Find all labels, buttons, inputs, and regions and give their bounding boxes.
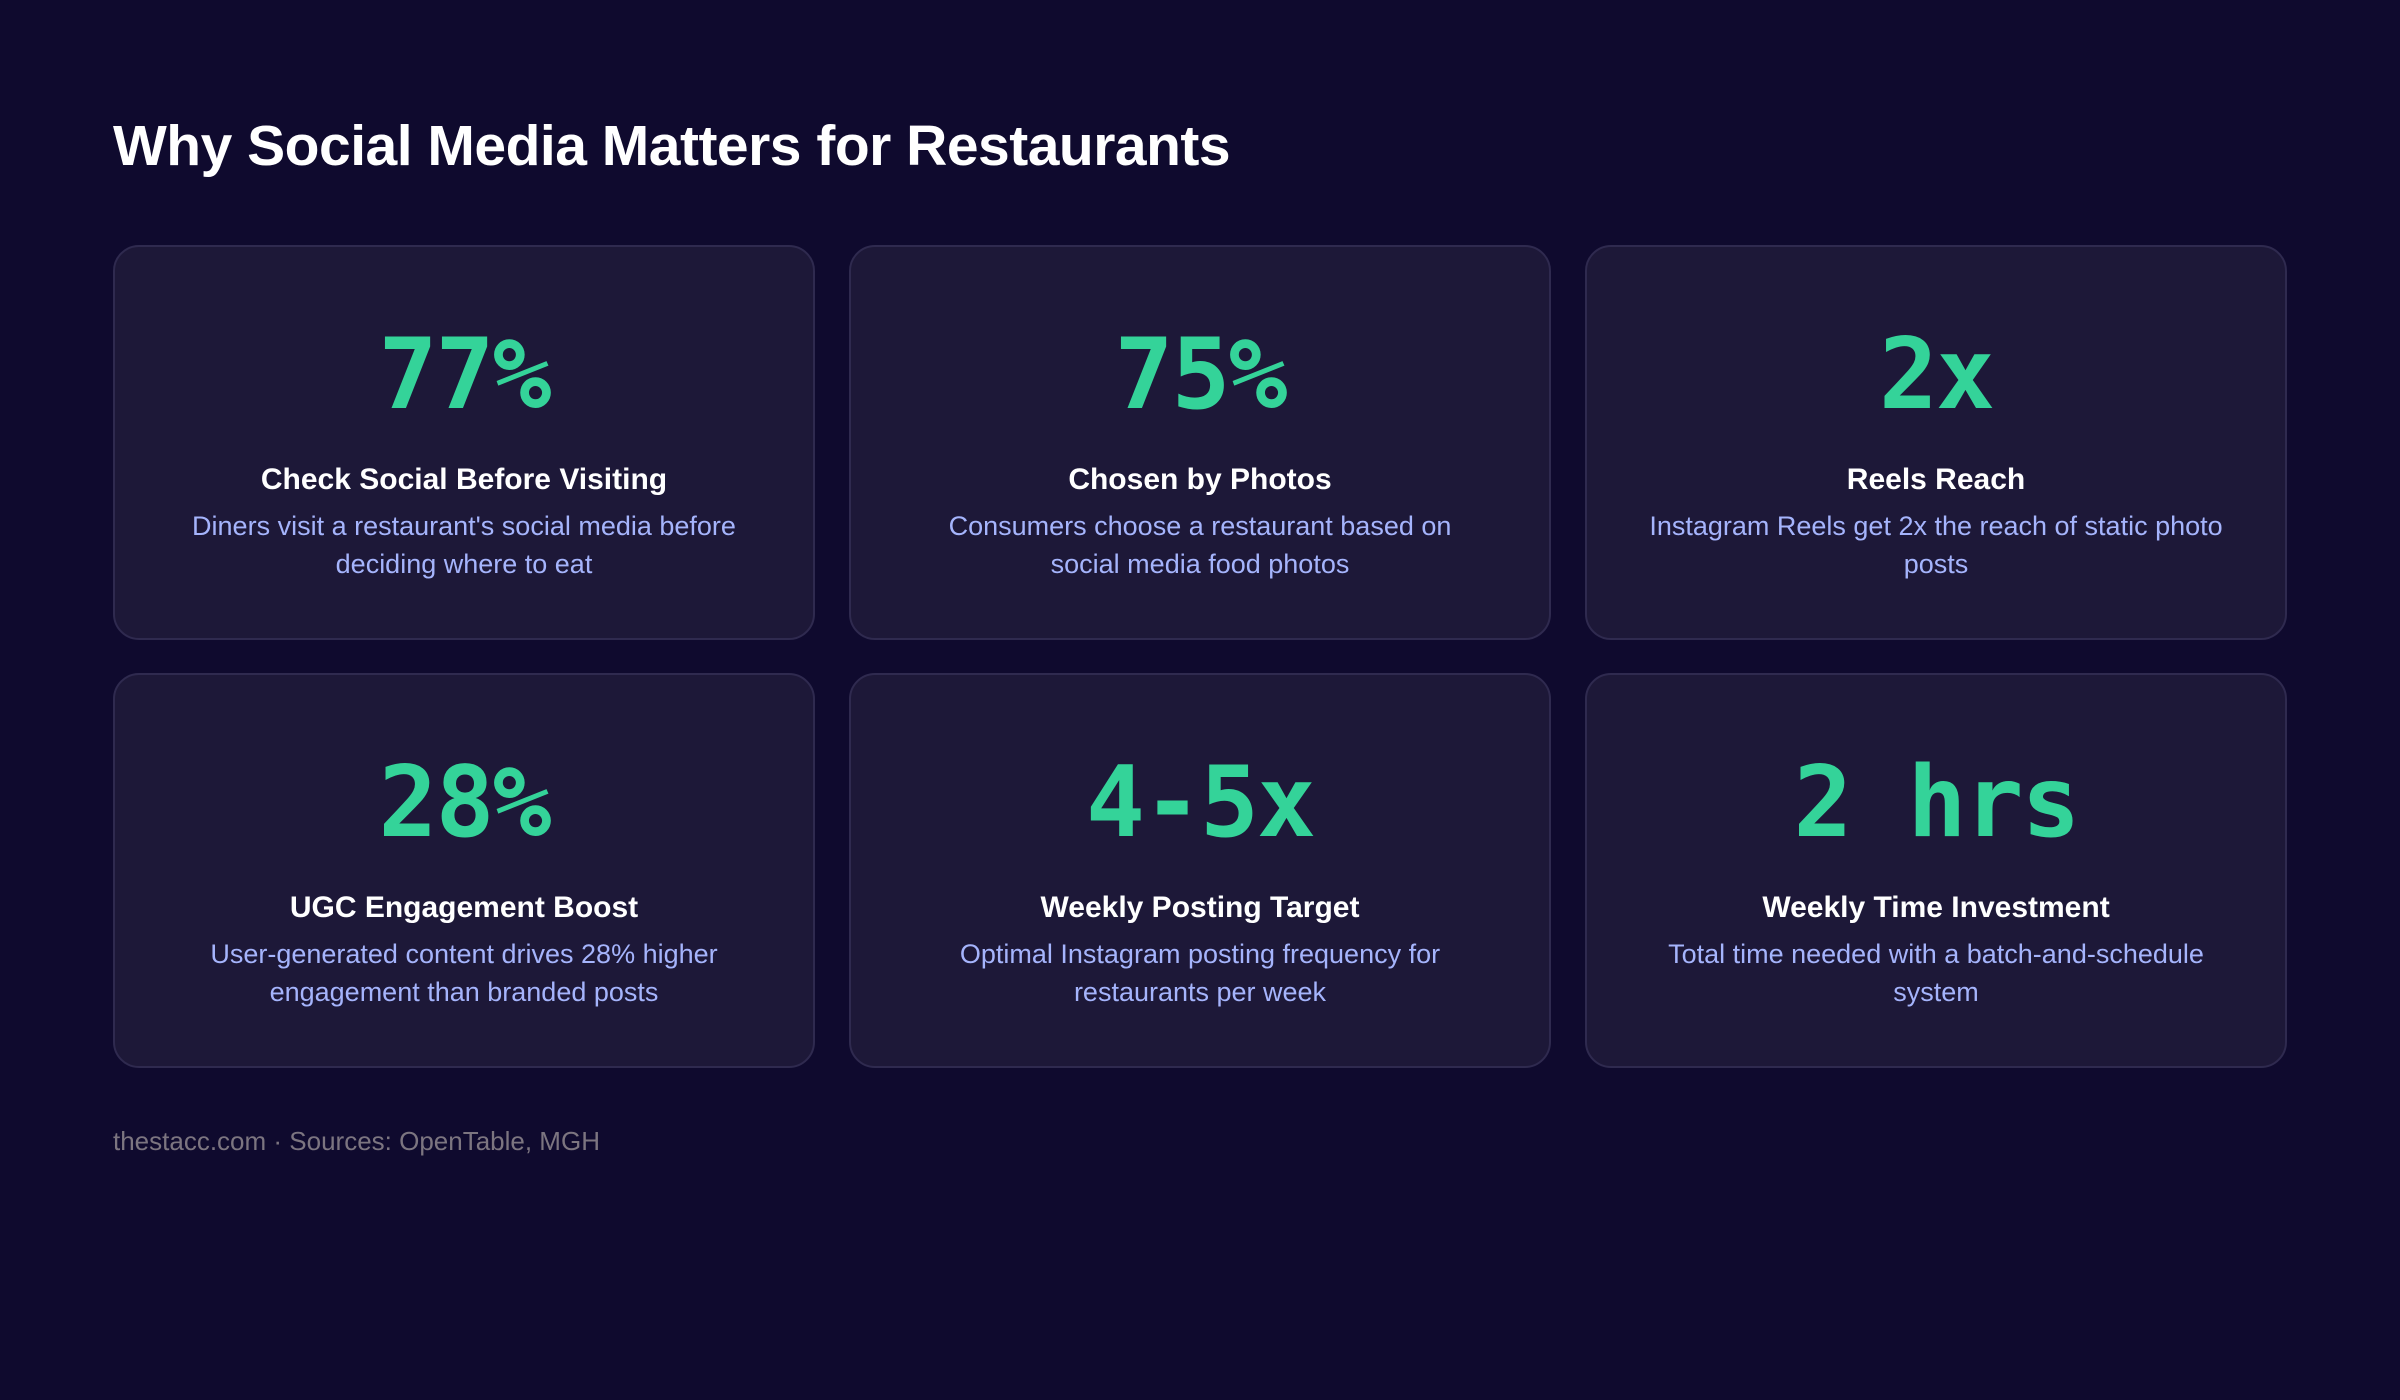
stat-value: 2 hrs: [1793, 746, 2080, 860]
stat-card-weekly-time: 2 hrs Weekly Time Investment Total time …: [1585, 673, 2287, 1068]
stat-description: Instagram Reels get 2x the reach of stat…: [1649, 511, 2223, 579]
stat-value: 28%: [378, 746, 551, 860]
stat-card-chosen-by-photos: 75% Chosen by Photos Consumers choose a …: [849, 245, 1551, 640]
stat-title: Chosen by Photos: [1068, 463, 1332, 496]
stats-grid: 77% Check Social Before Visiting Diners …: [113, 245, 2287, 1068]
stat-card-weekly-posting: 4-5x Weekly Posting Target Optimal Insta…: [849, 673, 1551, 1068]
stat-title: Weekly Posting Target: [1040, 891, 1360, 924]
stat-description: Optimal Instagram posting frequency for …: [959, 939, 1441, 1007]
stat-value: 77%: [378, 318, 551, 432]
stat-title: Check Social Before Visiting: [260, 463, 668, 496]
stat-value: 2x: [1878, 318, 1995, 432]
stat-description: Diners visit a restaurant's social media…: [192, 511, 736, 579]
stat-title: Reels Reach: [1846, 463, 2026, 496]
stat-card-check-social: 77% Check Social Before Visiting Diners …: [113, 245, 815, 640]
stat-title: Weekly Time Investment: [1762, 891, 2110, 924]
stat-description: User-generated content drives 28% higher…: [210, 939, 718, 1007]
stat-description: Total time needed with a batch-and-sched…: [1668, 939, 2204, 1007]
stat-card-ugc-engagement: 28% UGC Engagement Boost User-generated …: [113, 673, 815, 1068]
stat-value: 4-5x: [1085, 746, 1316, 860]
stat-description: Consumers choose a restaurant based on s…: [948, 511, 1452, 579]
stat-value: 75%: [1114, 318, 1287, 432]
page-title: Why Social Media Matters for Restaurants: [113, 114, 1231, 178]
stat-title: UGC Engagement Boost: [289, 891, 639, 924]
stat-card-reels-reach: 2x Reels Reach Instagram Reels get 2x th…: [1585, 245, 2287, 640]
footer-source-note: thestacc.com · Sources: OpenTable, MGH: [113, 1126, 600, 1156]
